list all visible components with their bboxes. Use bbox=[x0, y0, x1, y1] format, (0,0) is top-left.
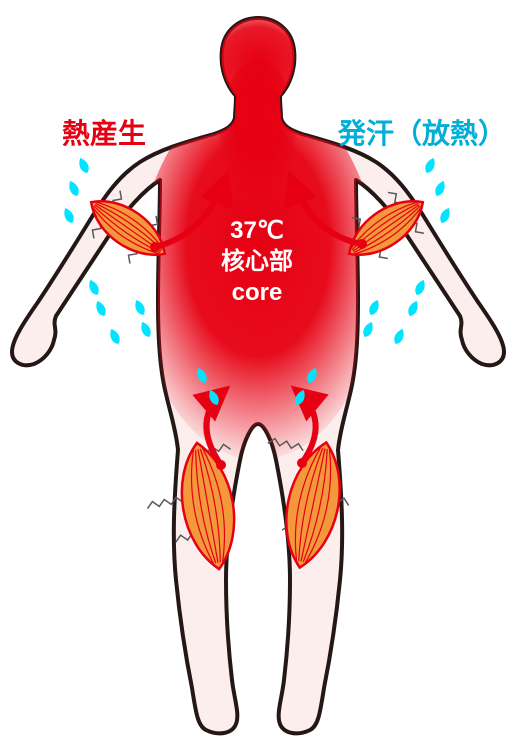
sweat-drop-4 bbox=[94, 299, 108, 317]
sweat-drop-3 bbox=[87, 278, 101, 296]
sweat-drop-2 bbox=[62, 206, 76, 224]
sweat-drop-0 bbox=[77, 156, 91, 174]
core-line-1: 37℃ bbox=[210, 215, 304, 246]
sweat-drop-11 bbox=[433, 179, 447, 197]
sweat-drop-6 bbox=[108, 327, 122, 345]
label-sweating: 発汗（放熱） bbox=[338, 112, 506, 152]
sweat-drop-5 bbox=[133, 298, 147, 316]
core-line-3: core bbox=[210, 277, 304, 308]
sweat-drop-15 bbox=[367, 298, 381, 316]
sweat-drop-17 bbox=[361, 320, 375, 338]
sweat-drop-14 bbox=[406, 299, 420, 317]
sweat-drop-10 bbox=[423, 156, 437, 174]
sweat-drop-16 bbox=[392, 327, 406, 345]
sweat-drop-13 bbox=[413, 278, 427, 296]
core-line-2: 核心部 bbox=[210, 246, 304, 277]
core-text: 37℃ 核心部 core bbox=[210, 215, 304, 309]
label-heat-production: 熱産生 bbox=[62, 112, 146, 152]
sweat-drop-1 bbox=[67, 179, 81, 197]
sweat-drop-7 bbox=[139, 320, 153, 338]
sweat-drop-12 bbox=[438, 206, 452, 224]
